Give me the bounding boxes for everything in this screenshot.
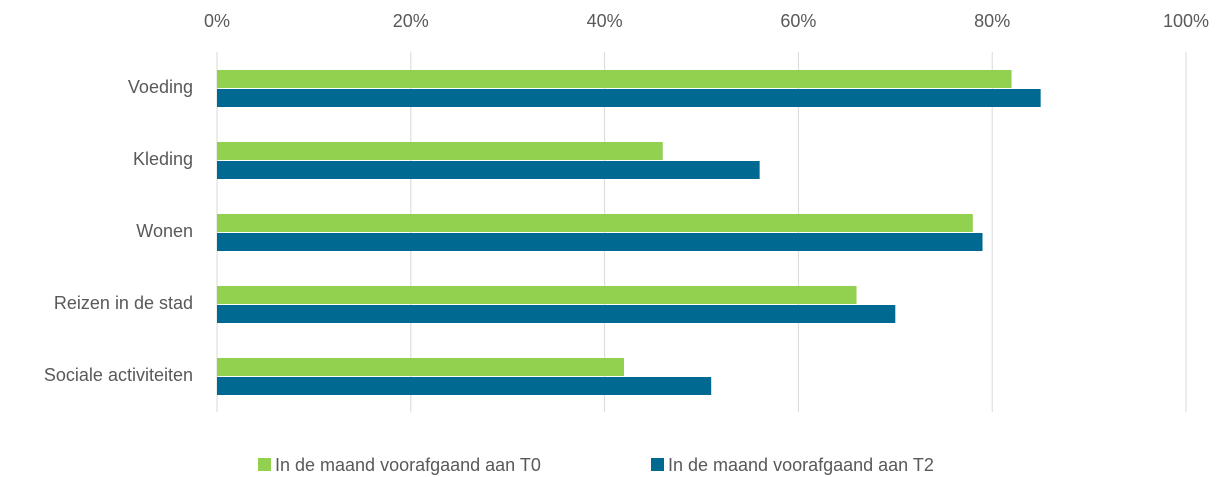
- bar: [217, 233, 983, 251]
- bar: [217, 89, 1041, 107]
- x-tick-label: 20%: [393, 11, 429, 31]
- bar: [217, 214, 973, 232]
- x-tick-label: 0%: [204, 11, 230, 31]
- x-tick-label: 80%: [974, 11, 1010, 31]
- bar: [217, 358, 624, 376]
- bar: [217, 161, 760, 179]
- bar: [217, 305, 896, 323]
- legend-swatch: [258, 458, 271, 471]
- x-tick-label: 100%: [1163, 11, 1209, 31]
- y-tick-label: Sociale activiteiten: [44, 365, 193, 385]
- bar: [217, 70, 1012, 88]
- y-tick-label: Wonen: [136, 221, 193, 241]
- bar: [217, 286, 857, 304]
- x-tick-label: 40%: [587, 11, 623, 31]
- bar: [217, 142, 663, 160]
- legend-label: In de maand voorafgaand aan T2: [668, 455, 934, 475]
- x-tick-label: 60%: [780, 11, 816, 31]
- legend-swatch: [651, 458, 664, 471]
- y-tick-label: Reizen in de stad: [54, 293, 193, 313]
- legend-label: In de maand voorafgaand aan T0: [275, 455, 541, 475]
- bar: [217, 377, 712, 395]
- y-tick-label: Kleding: [133, 149, 193, 169]
- y-tick-label: Voeding: [128, 77, 193, 97]
